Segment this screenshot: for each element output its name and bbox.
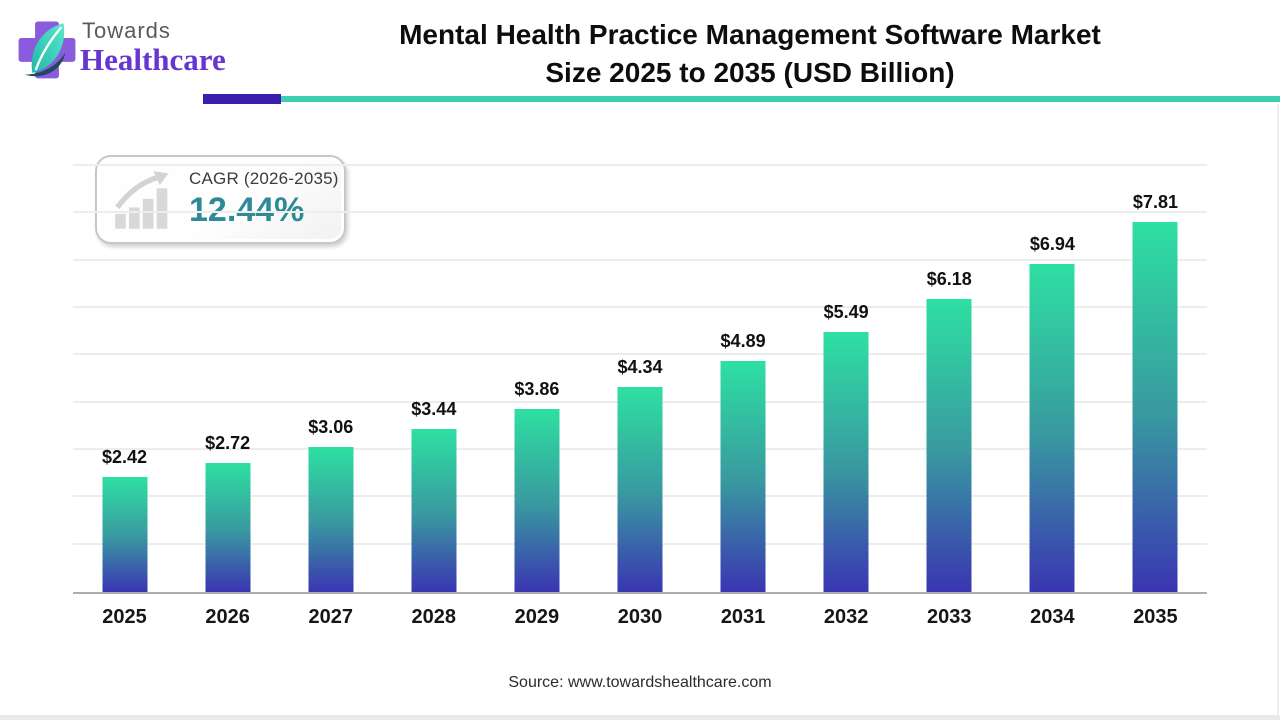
gridline — [73, 258, 1207, 261]
bar-band: $3.86 2029 — [485, 166, 588, 628]
bar-band: $6.94 2034 — [1001, 166, 1104, 628]
x-axis-label: 2028 — [411, 606, 457, 628]
bar-band: $3.06 2027 — [279, 166, 382, 628]
x-axis-label: 2034 — [1030, 606, 1075, 628]
bar-band: $5.49 2032 — [795, 166, 898, 628]
bar-value-label: $6.94 — [1029, 233, 1075, 254]
bar — [205, 463, 251, 592]
bar — [102, 477, 148, 592]
cagr-value: 12.44% — [189, 191, 305, 229]
x-axis-label: 2029 — [514, 606, 560, 628]
bar — [1029, 263, 1075, 592]
bar-band: $4.89 2031 — [692, 166, 795, 628]
bottom-divider — [0, 715, 1280, 720]
bar-value-label: $7.81 — [1132, 192, 1178, 213]
towards-healthcare-logo: Towards Healthcare — [14, 10, 274, 90]
bar — [926, 299, 972, 592]
bar-value-label: $3.06 — [308, 417, 354, 438]
bar-band: $2.42 2025 — [73, 166, 176, 628]
bar-value-label: $4.34 — [617, 356, 663, 377]
bar-value-label: $3.44 — [411, 399, 457, 420]
bar-band: $7.81 2035 — [1104, 166, 1207, 628]
bar — [1132, 222, 1178, 592]
bar-value-label: $6.18 — [926, 269, 972, 290]
bar-value-label: $2.72 — [205, 433, 251, 454]
bar — [308, 447, 354, 592]
gridline — [73, 353, 1207, 356]
cagr-text-block: CAGR (2026-2035) 12.44% — [189, 169, 339, 230]
x-axis-label: 2030 — [617, 606, 663, 628]
gridline — [73, 211, 1207, 214]
logo-cross-leaf-icon — [18, 21, 76, 79]
bar — [823, 332, 869, 592]
chart-title-line2: Size 2025 to 2035 (USD Billion) — [545, 57, 955, 88]
header-rule-purple — [203, 94, 281, 104]
header-rule-teal — [281, 96, 1280, 102]
bar-band: $2.72 2026 — [176, 166, 279, 628]
gridline — [73, 164, 1207, 166]
cagr-label: CAGR (2026-2035) — [189, 169, 339, 188]
chart-title: Mental Health Practice Management Softwa… — [290, 16, 1210, 92]
bar — [411, 429, 457, 592]
bar-value-label: $3.86 — [514, 379, 560, 400]
x-axis-label: 2027 — [308, 606, 353, 628]
bar — [617, 386, 663, 592]
bar-band: $3.44 2028 — [382, 166, 485, 628]
bar-value-label: $2.42 — [102, 447, 148, 468]
x-axis-label: 2026 — [205, 606, 250, 628]
bar-value-label: $5.49 — [823, 302, 869, 323]
x-axis-label: 2032 — [823, 606, 869, 628]
brand-name-bottom: Healthcare — [80, 42, 226, 77]
x-axis-label: 2031 — [720, 606, 766, 628]
x-axis-label: 2033 — [927, 606, 972, 628]
x-axis-label: 2025 — [102, 606, 147, 628]
bar-band: $4.34 2030 — [588, 166, 691, 628]
brand-name-top: Towards — [82, 18, 171, 43]
bar-band: $6.18 2033 — [898, 166, 1001, 628]
bar — [720, 360, 766, 592]
gridline — [73, 306, 1207, 309]
plot-right-edge-line — [1277, 104, 1279, 716]
x-axis-label: 2035 — [1133, 606, 1178, 628]
chart-title-line1: Mental Health Practice Management Softwa… — [399, 19, 1101, 50]
source-attribution: Source: www.towardshealthcare.com — [508, 674, 772, 691]
bar-value-label: $4.89 — [720, 330, 766, 351]
plot-area: $2.42 2025 $2.72 2026 $3.06 2027 $3.44 2028 $3.8… — [73, 164, 1207, 628]
bar — [514, 409, 560, 592]
